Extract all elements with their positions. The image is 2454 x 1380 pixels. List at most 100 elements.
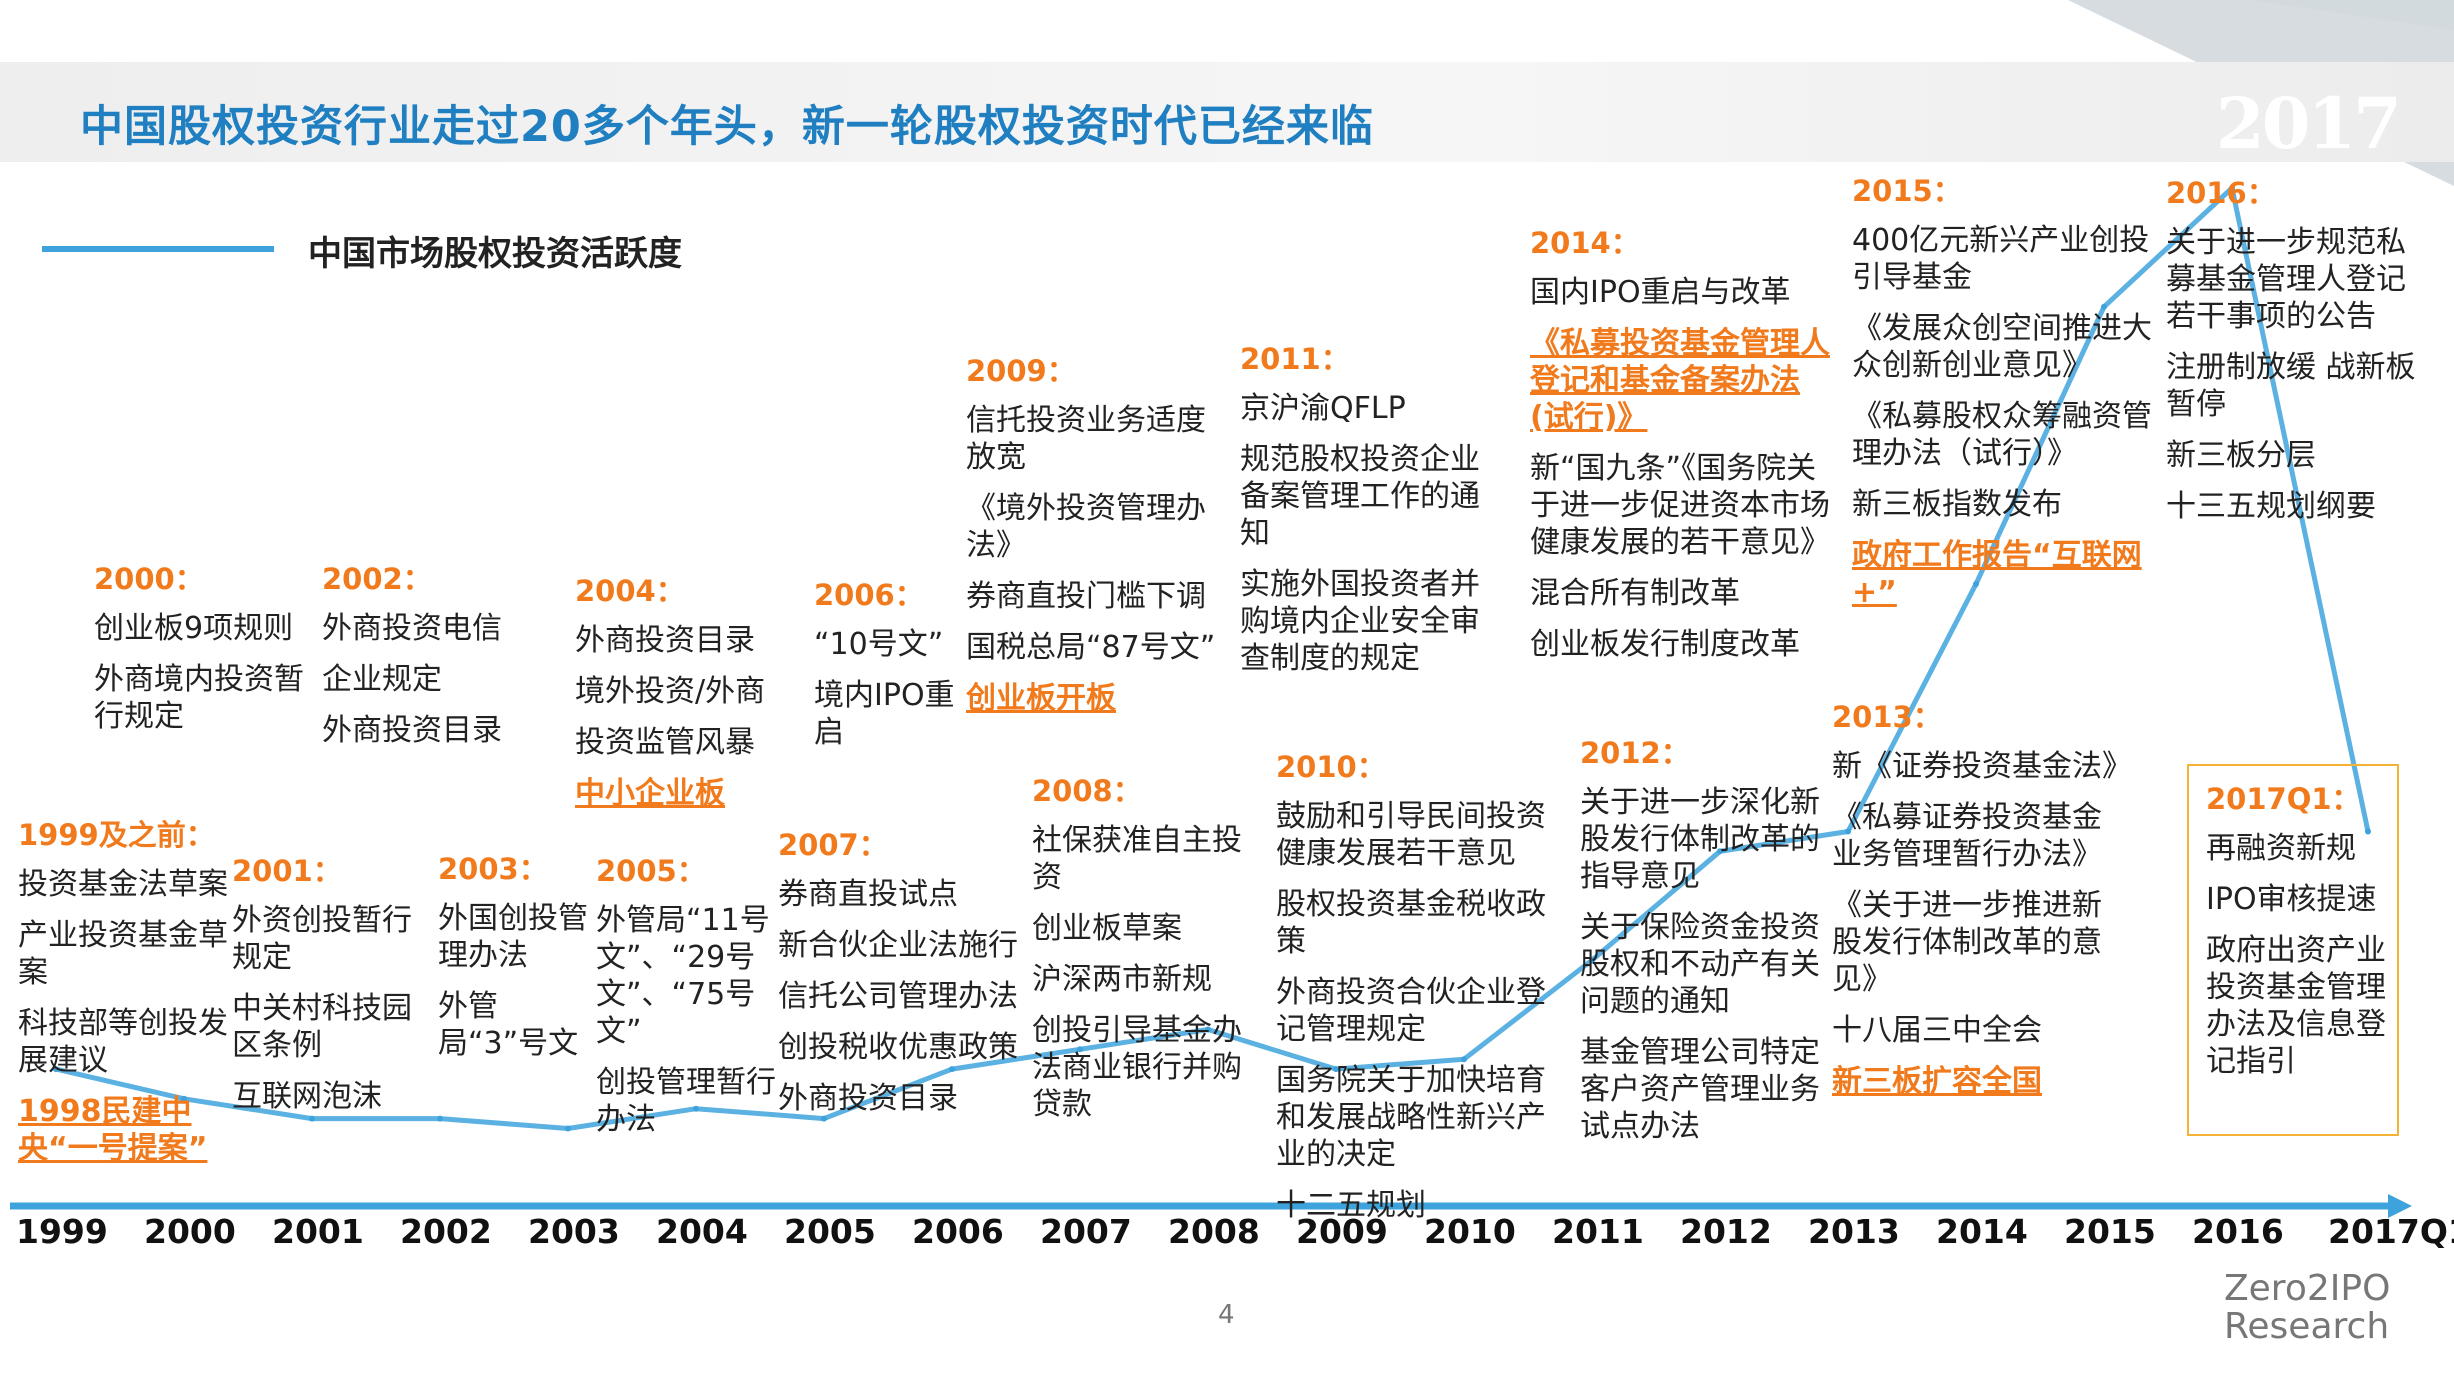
event-item: 政府出资产业投资基金管理办法及信息登记指引: [2206, 933, 2386, 1079]
event-year: 2005：: [596, 854, 706, 888]
event-highlight-item: 1998民建中央“一号提案”: [18, 1094, 208, 1166]
event-item: 京沪渝QFLP: [1240, 391, 1406, 426]
x-tick-label: 1999: [16, 1212, 108, 1251]
x-tick-label: 2012: [1680, 1212, 1772, 1251]
series-point-2003: [565, 1125, 571, 1132]
event-item: 社保获准自主投资: [1032, 823, 1242, 895]
x-tick-label: 2002: [400, 1212, 492, 1251]
x-tick-label: 2011: [1552, 1212, 1644, 1251]
event-9: 2008： 社保获准自主投资 创业板草案 沪深两市新规 创投引导基金办法商业银行并购贷款: [1032, 768, 1242, 1137]
event-item: 创投引导基金办法商业银行并购贷款: [1032, 1013, 1242, 1122]
series-point-2002: [437, 1115, 443, 1122]
event-item: 信托投资业务适度放宽: [966, 403, 1206, 475]
event-item: 企业规定: [322, 662, 442, 697]
x-tick-label: 2015: [2064, 1212, 2156, 1251]
page-title: 中国股权投资行业走过20多个年头，新一轮股权投资时代已经来临: [80, 102, 1374, 152]
series-point-2015: [2101, 303, 2107, 310]
event-item: 十八届三中全会: [1832, 1013, 2042, 1048]
x-tick-label: 2013: [1808, 1212, 1900, 1251]
event-year: 2009：: [966, 354, 1076, 388]
event-item: 新“国九条”《国务院关于进一步促进资本市场健康发展的若干意见》: [1530, 451, 1830, 560]
event-item: 创投税收优惠政策: [778, 1030, 1018, 1065]
event-item: 新三板指数发布: [1852, 487, 2062, 522]
x-tick-label: 2006: [912, 1212, 1004, 1251]
series-point-2014: [1973, 581, 1979, 587]
series-point-2016: [2229, 185, 2235, 191]
event-11: 2010： 鼓励和引导民间投资健康发展若干意见 股权投资基金税收政策 外商投资合伙企业…: [1276, 744, 1566, 1238]
event-year: 2013：: [1832, 700, 1942, 734]
brand-logo-line1: Zero2IPO: [2224, 1268, 2391, 1309]
event-item: 科技部等创投发展建议: [18, 1006, 228, 1078]
event-highlight-item: 中小企业板: [575, 776, 725, 811]
event-item: 外商投资目录: [322, 713, 502, 748]
event-item: 外管局“11号文”、“29号文”、“75号文”: [596, 903, 770, 1049]
event-18: 2017Q1： 再融资新规 IPO审核提速 政府出资产业投资基金管理办法及信息登记指引: [2206, 776, 2398, 1094]
legend-line-swatch: [42, 246, 274, 252]
legend-label: 中国市场股权投资活跃度: [308, 234, 682, 274]
event-highlight-item: 新三板扩容全国: [1832, 1064, 2042, 1099]
event-item: 外商投资合伙企业登记管理规定: [1276, 975, 1546, 1047]
event-item: 关于保险资金投资股权和不动产有关问题的通知: [1580, 910, 1820, 1019]
event-item: 鼓励和引导民间投资健康发展若干意见: [1276, 799, 1546, 871]
event-item: 再融资新规: [2206, 831, 2356, 866]
event-item: 新三板分层: [2166, 438, 2316, 473]
event-7: 2006： “10号文” 境内IPO重启: [814, 572, 972, 765]
series-point-2011: [1589, 957, 1595, 964]
event-year: 2004：: [575, 574, 685, 608]
event-3: 2002： 外商投资电信 企业规定外商投资目录: [322, 556, 532, 763]
event-year: 2012：: [1580, 736, 1690, 770]
event-16: 2015： 400亿元新兴产业创投引导基金 《发展众创空间推进大众创新创业意见》 《私…: [1852, 168, 2164, 625]
event-item: 关于进一步深化新股发行体制改革的指导意见: [1580, 785, 1820, 894]
event-item: 沪深两市新规: [1032, 962, 1212, 997]
series-point-2001: [309, 1115, 315, 1122]
title-band: [0, 62, 2454, 162]
event-item: 券商直投试点: [778, 877, 958, 912]
event-item: “10号文”: [814, 627, 944, 662]
event-item: 券商直投门槛下调: [966, 579, 1206, 614]
event-17: 2016： 关于进一步规范私募基金管理人登记若干事项的公告 注册制放缓 战新板暂停新…: [2166, 170, 2428, 539]
page-number: 4: [1218, 1300, 1235, 1330]
brand-logo-line2: Research: [2224, 1306, 2390, 1347]
event-item: 注册制放缓 战新板暂停: [2166, 350, 2416, 422]
event-year: 2003：: [438, 852, 548, 886]
x-tick-label: 2001: [272, 1212, 364, 1251]
event-item: 境外投资/外商: [575, 674, 766, 709]
x-tick-label: 2007: [1040, 1212, 1132, 1251]
event-year: 2002：: [322, 562, 432, 596]
event-item: IPO审核提速: [2206, 882, 2377, 917]
event-year: 2011：: [1240, 342, 1350, 376]
event-item: 外管局“3”号文: [438, 989, 579, 1061]
event-8: 2007： 券商直投试点 新合伙企业法施行 信托公司管理办法 创投税收优惠政策 外商投资目…: [778, 822, 1028, 1131]
event-item: 中关村科技园区条例: [232, 991, 412, 1063]
event-year: 1999及之前：: [18, 818, 215, 852]
x-tick-label: 2014: [1936, 1212, 2028, 1251]
event-item: 外商投资目录: [778, 1081, 958, 1116]
event-item: 混合所有制改革: [1530, 576, 1740, 611]
x-tick-label: 2009: [1296, 1212, 1388, 1251]
event-item: 关于进一步规范私募基金管理人登记若干事项的公告: [2166, 225, 2406, 334]
series-point-1999: [53, 1066, 59, 1073]
event-item: 新《证券投资基金法》: [1832, 749, 2132, 784]
event-item: 外商投资电信: [322, 611, 502, 646]
event-item: 创业板9项规则: [94, 611, 294, 646]
event-2: 2001： 外资创投暂行规定 中关村科技园区条例 互联网泡沫: [232, 848, 422, 1129]
series-point-2008: [1205, 1026, 1211, 1033]
event-year: 2008：: [1032, 774, 1142, 808]
event-item: 投资基金法草案: [18, 867, 228, 902]
event-item: 股权投资基金税收政策: [1276, 887, 1546, 959]
x-tick-label: 2010: [1424, 1212, 1516, 1251]
series-point-2006: [949, 1066, 955, 1073]
q1-highlight-box: [2187, 764, 2399, 1136]
timeline-axis-arrow: [2388, 1194, 2412, 1218]
event-6: 2005： 外管局“11号文”、“29号文”、“75号文” 创投管理暂行办法: [596, 848, 776, 1152]
event-item: 投资监管风暴: [575, 725, 755, 760]
event-year: 2000：: [94, 562, 204, 596]
series-point-2004: [693, 1105, 699, 1112]
x-tick-label: 2016: [2192, 1212, 2284, 1251]
event-item: 国税总局“87号文”: [966, 630, 1216, 665]
x-tick-label: 2004: [656, 1212, 748, 1251]
series-point-2017Q1: [2365, 828, 2371, 835]
event-item: 外国创投管理办法: [438, 901, 588, 973]
event-item: 国务院关于加快培育和发展战略性新兴产业的决定: [1276, 1063, 1546, 1172]
event-15: 2014： 国内IPO重启与改革 《私募投资基金管理人登记和基金备案办法(试行)》新…: [1530, 220, 1840, 677]
